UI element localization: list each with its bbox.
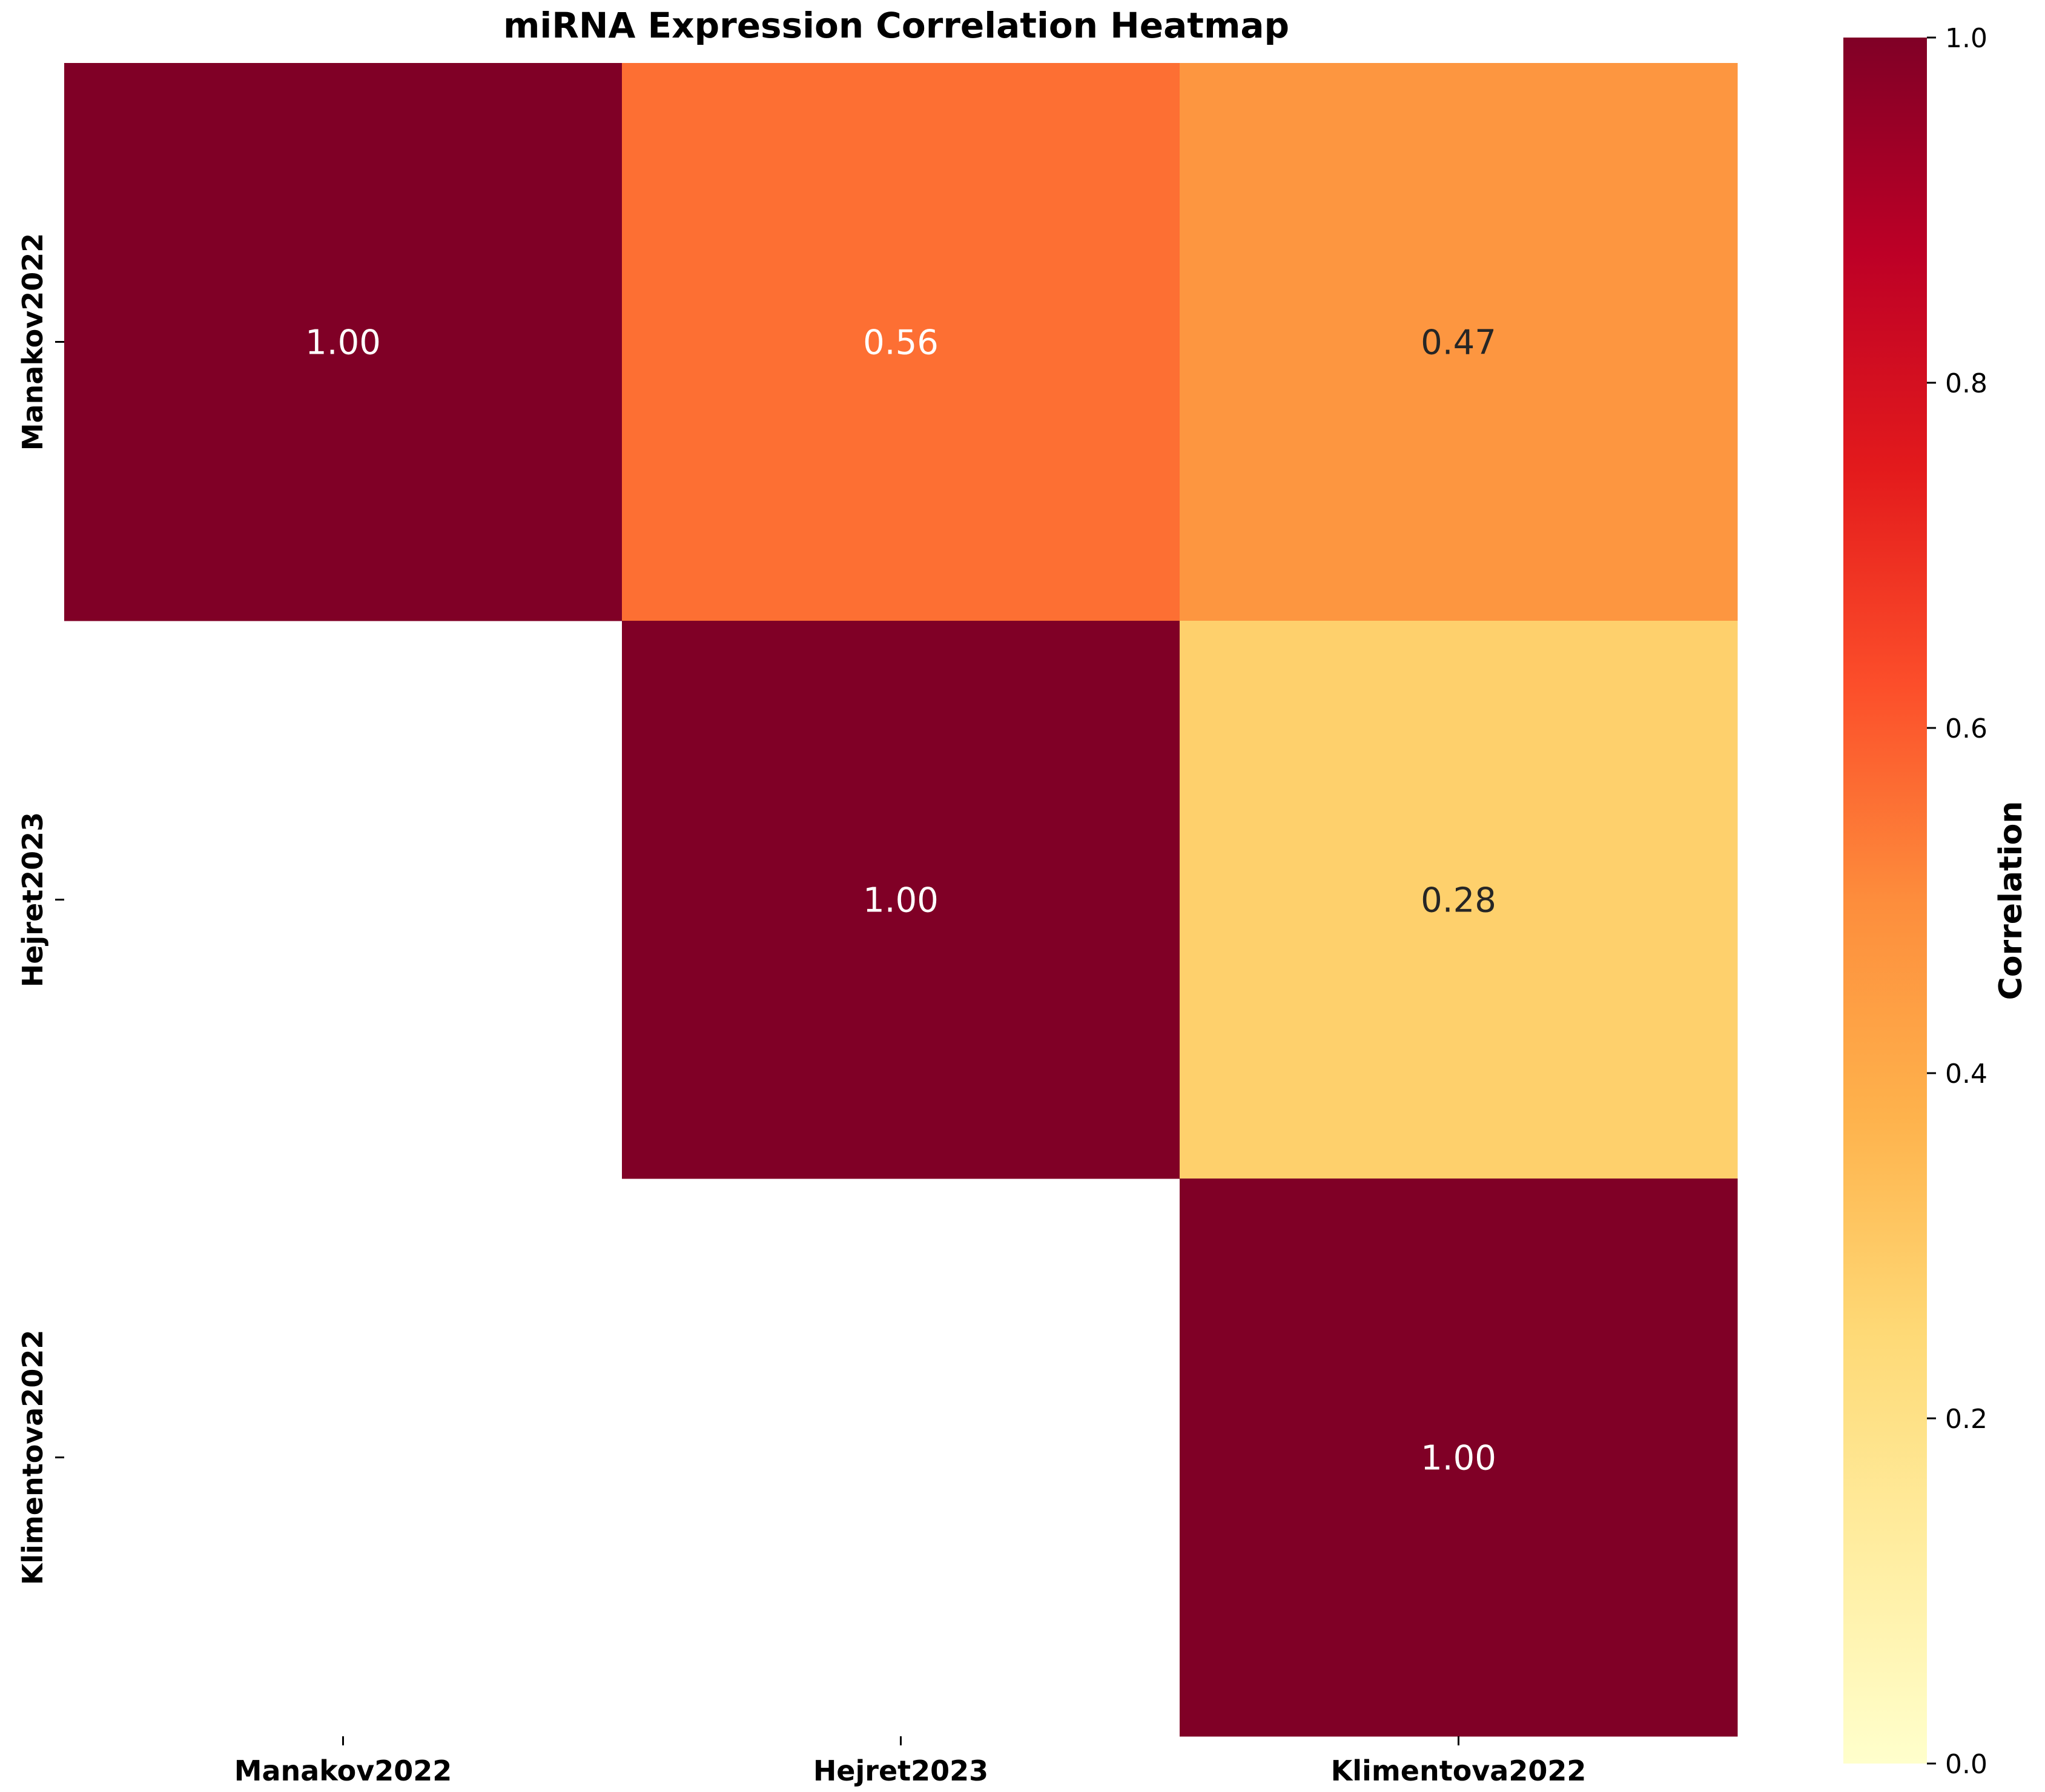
cell-label-0-2: 0.47 — [1421, 323, 1496, 363]
cell-label-1-2: 0.28 — [1421, 881, 1496, 921]
y-tick-label-2: Klimentova2022 — [16, 1330, 49, 1585]
colorbar-label: Correlation — [1993, 801, 2029, 1000]
y-tick-label-0: Manakov2022 — [16, 233, 49, 451]
chart-title: miRNA Expression Correlation Heatmap — [503, 5, 1289, 46]
colorbar-tick-label-2: 0.4 — [1945, 1059, 1987, 1089]
heatmap-cells: 1.00 0.56 0.47 1.00 0.28 1.00 — [64, 63, 1738, 1737]
x-tick-label-1: Hejret2023 — [813, 1754, 988, 1787]
x-tick-label-0: Manakov2022 — [234, 1754, 452, 1787]
cell-label-0-1: 0.56 — [863, 323, 939, 363]
colorbar-tick-label-0: 0.0 — [1945, 1749, 1987, 1780]
heatmap-cell-0-0 — [64, 63, 623, 621]
heatmap-cell-0-1 — [622, 63, 1180, 621]
heatmap-cell-0-2 — [1180, 63, 1738, 621]
cell-label-0-0: 1.00 — [305, 323, 381, 363]
cell-label-2-2: 1.00 — [1421, 1439, 1496, 1478]
cell-label-1-1: 1.00 — [863, 881, 939, 921]
y-tick-label-1: Hejret2023 — [16, 812, 49, 987]
heatmap-cell-1-2 — [1180, 621, 1738, 1179]
heatmap-cell-1-1 — [622, 621, 1180, 1179]
heatmap-cell-2-2 — [1180, 1179, 1738, 1737]
colorbar-tick-label-5: 1.0 — [1945, 23, 1987, 54]
colorbar-tick-label-1: 0.2 — [1945, 1404, 1987, 1435]
colorbar-tick-label-3: 0.6 — [1945, 713, 1987, 744]
axis-ticks: Manakov2022 Hejret2023 Klimentova2022 Manak… — [16, 233, 1586, 1787]
colorbar-tick-label-4: 0.8 — [1945, 368, 1987, 399]
colorbar-gradient — [1843, 38, 1927, 1764]
x-tick-label-2: Klimentova2022 — [1331, 1754, 1587, 1787]
colorbar: 0.0 0.2 0.4 0.6 0.8 1.0 Correlation — [1843, 23, 2029, 1780]
